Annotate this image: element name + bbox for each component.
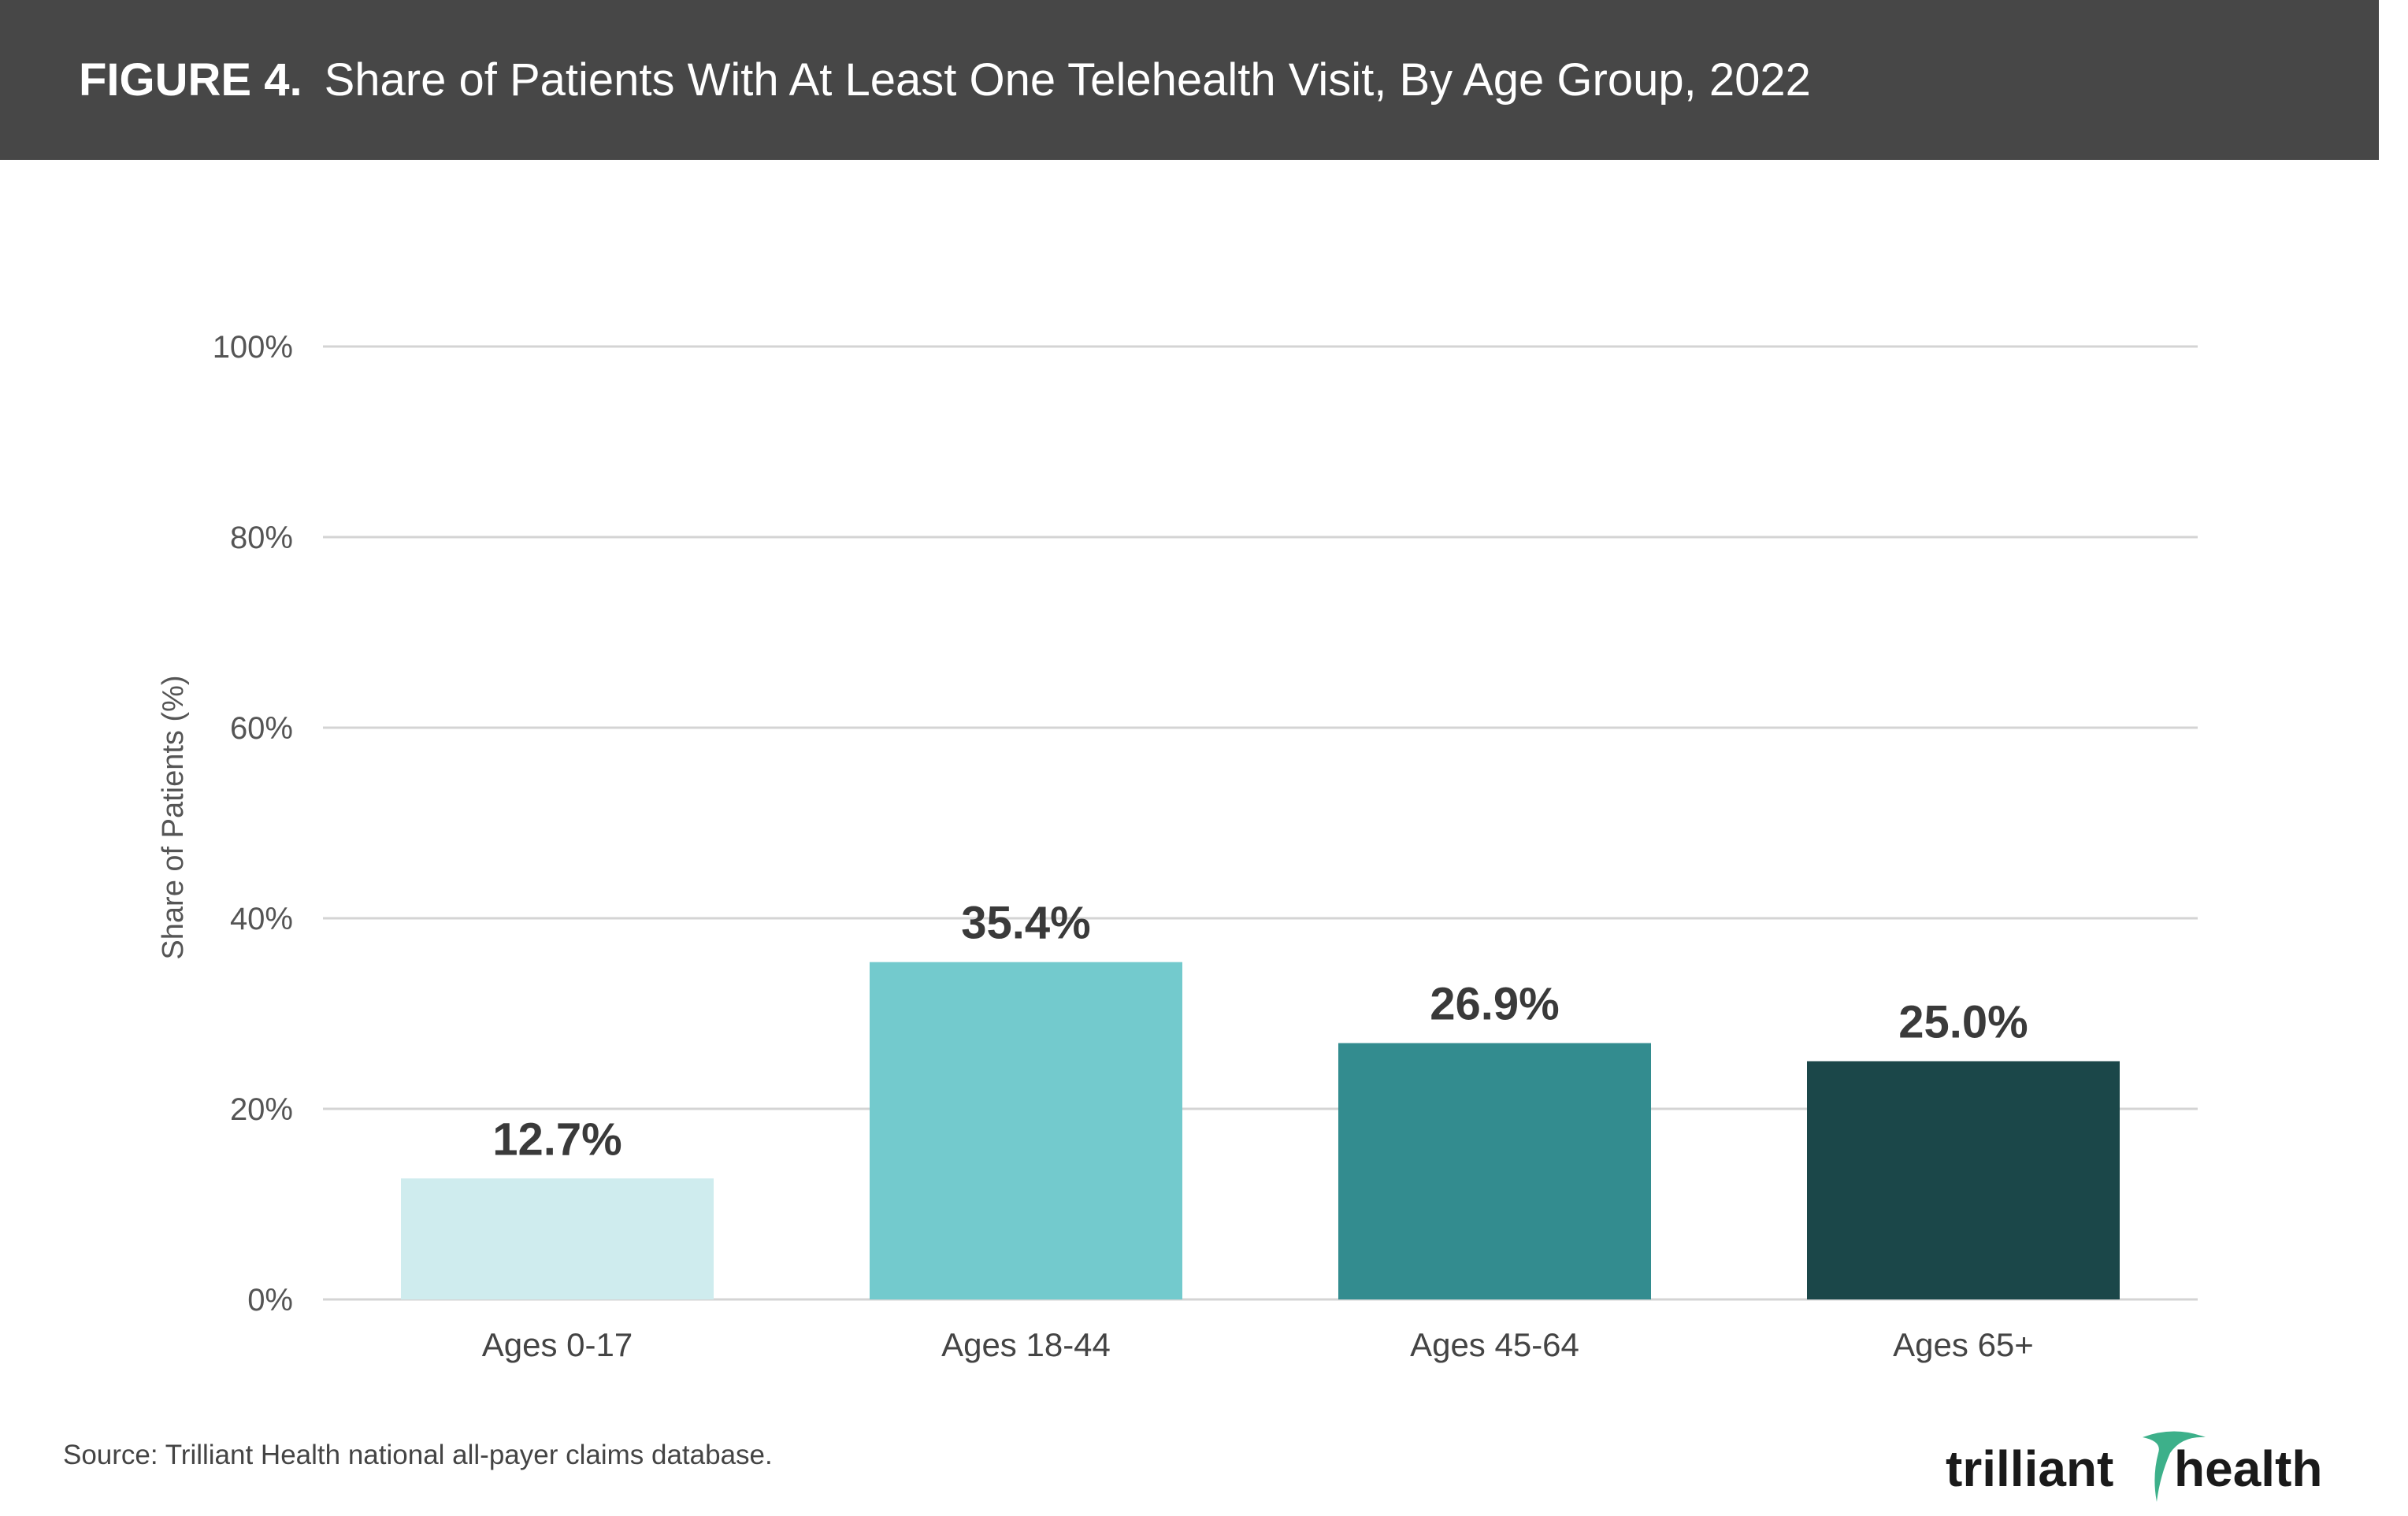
x-tick-label: Ages 18-44 <box>941 1326 1111 1363</box>
y-tick-label: 20% <box>230 1092 293 1127</box>
bar <box>1807 1061 2120 1299</box>
y-tick-label: 0% <box>247 1283 293 1318</box>
y-tick-label: 40% <box>230 902 293 936</box>
data-label: 25.0% <box>1898 997 2028 1048</box>
bar <box>401 1178 714 1299</box>
y-axis-label: Share of Patients (%) <box>157 675 190 959</box>
data-label: 26.9% <box>1430 979 1559 1030</box>
y-tick-label: 80% <box>230 521 293 555</box>
y-tick-label: 100% <box>213 330 293 365</box>
bar <box>870 962 1182 1299</box>
bar <box>1338 1043 1651 1299</box>
x-axis-ticks: Ages 0-17 Ages 18-44 Ages 45-64 Ages 65+ <box>482 1326 2034 1363</box>
figure-label: FIGURE 4. <box>79 54 302 106</box>
x-tick-label: Ages 0-17 <box>482 1326 633 1363</box>
x-tick-label: Ages 65+ <box>1893 1326 2034 1363</box>
data-label: 35.4% <box>961 898 1090 949</box>
logo-swoosh-icon <box>2143 1431 2206 1502</box>
data-labels: 12.7% 35.4% 26.9% 25.0% <box>492 898 2028 1166</box>
trilliant-health-logo: trilliant health <box>1946 1431 2322 1502</box>
y-tick-label: 60% <box>230 711 293 746</box>
data-label: 12.7% <box>492 1114 621 1165</box>
logo-text-right: health <box>2174 1440 2322 1497</box>
x-tick-label: Ages 45-64 <box>1410 1326 1579 1363</box>
logo-text-left: trilliant <box>1946 1440 2113 1497</box>
figure-title-bar: FIGURE 4. Share of Patients With At Leas… <box>0 0 2379 160</box>
bars <box>401 962 2120 1299</box>
y-axis-ticks: 0% 20% 40% 60% 80% 100% <box>213 330 293 1318</box>
source-note: Source: Trilliant Health national all-pa… <box>63 1440 773 1470</box>
figure-title: Share of Patients With At Least One Tele… <box>324 54 1811 106</box>
